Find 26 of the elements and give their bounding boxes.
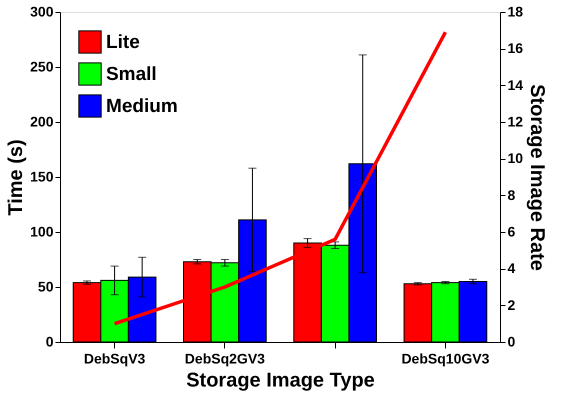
- y2-tick-label: 6: [508, 224, 516, 240]
- legend-label: Medium: [106, 96, 178, 117]
- x-tick-label: DebSq10GV3: [401, 350, 490, 366]
- y2-tick-label: 16: [508, 40, 524, 56]
- y-tick-label: 200: [30, 114, 54, 130]
- y2-tick-label: 4: [508, 260, 516, 276]
- y2-tick-label: 8: [508, 186, 516, 203]
- x-tick-label: DebSqV3: [84, 350, 146, 366]
- y2-axis-title: Storage Image Rate: [526, 84, 548, 271]
- legend-label: Small: [106, 64, 157, 85]
- y-axis-title: Time (s): [5, 139, 28, 216]
- legend-label: Lite: [106, 32, 140, 53]
- y-tick-label: 0: [46, 334, 54, 350]
- y2-tick-label: 2: [508, 296, 516, 313]
- x-axis-title: Storage Image Type: [186, 370, 375, 392]
- y2-tick-label: 12: [508, 114, 524, 130]
- y-tick-label: 100: [30, 224, 54, 240]
- y2-tick-label: 0: [508, 334, 516, 350]
- y2-tick-label: 18: [508, 4, 524, 20]
- y2-tick-label: 14: [508, 76, 524, 93]
- y-tick-label: 250: [30, 58, 54, 74]
- x-tick-label: DebSq2GV3: [184, 350, 266, 366]
- y-tick-label: 150: [30, 168, 54, 184]
- y-tick-label: 50: [38, 278, 54, 294]
- y2-tick-label: 10: [508, 150, 524, 166]
- y-tick-label: 300: [30, 4, 54, 20]
